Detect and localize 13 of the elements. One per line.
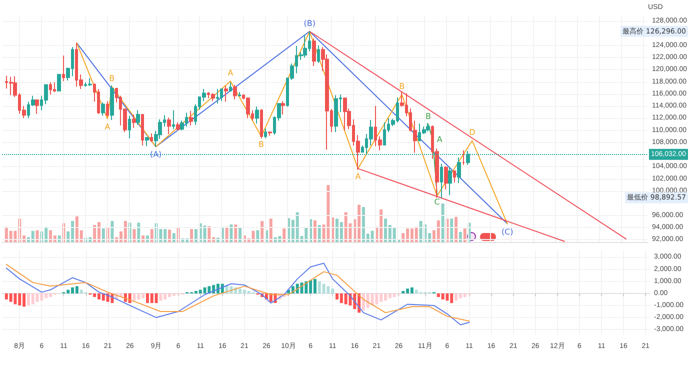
annotation: A <box>228 68 234 78</box>
annotation: C <box>434 198 440 207</box>
annotation: B <box>399 82 405 92</box>
annotation: (B) <box>304 18 316 28</box>
annotation: (C) <box>501 227 514 236</box>
annotation: (A) <box>150 150 162 160</box>
annotation: B <box>426 112 431 121</box>
annotation: A <box>104 122 111 132</box>
annotation: B <box>258 140 264 149</box>
annotation: D <box>469 128 476 138</box>
annotation: A <box>436 134 443 144</box>
annotation: B <box>109 74 115 84</box>
annotation: A <box>355 172 362 182</box>
